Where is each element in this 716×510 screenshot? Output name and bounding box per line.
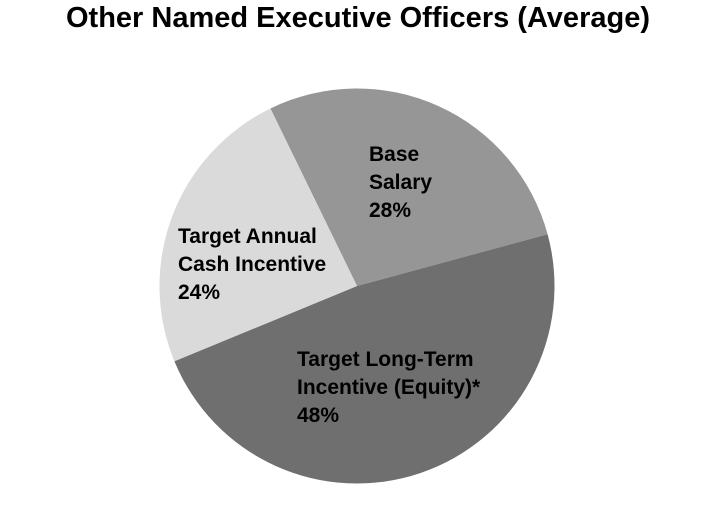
pie-slice-target-annual-cash-incentive: [159, 108, 357, 362]
slice-label-line: Cash Incentive: [178, 253, 327, 276]
slice-label-line: 24%: [178, 281, 221, 304]
slice-label-line: 28%: [369, 199, 412, 222]
slice-label-line: Incentive (Equity)*: [297, 376, 481, 399]
slice-label: Target Long-Term Incentive (Equity)* 48%: [297, 346, 480, 430]
slice-label-line: Target Long-Term: [297, 348, 474, 371]
slice-label-line: Target Annual: [178, 225, 317, 248]
slice-label-line: 48%: [297, 404, 340, 427]
slice-label: Base Salary 28%: [369, 141, 432, 225]
pie-slice-target-long-term-incentive-equity: [174, 234, 555, 484]
slice-label-line: Base: [369, 143, 420, 166]
slice-label-line: Salary: [369, 171, 433, 194]
chart-title: Other Named Executive Officers (Average): [66, 2, 650, 34]
slice-label: Target Annual Cash Incentive 24%: [178, 223, 326, 307]
pie-slice-base-salary: [270, 88, 548, 286]
